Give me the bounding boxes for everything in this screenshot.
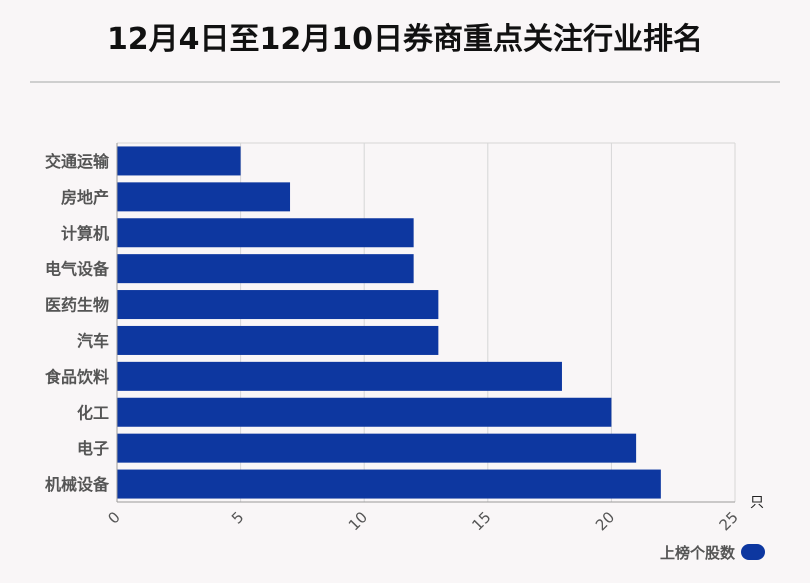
page-title: 12月4日至12月10日券商重点关注行业排名	[106, 22, 704, 57]
bar	[117, 433, 637, 463]
y-category-label: 计算机	[61, 224, 109, 243]
legend-swatch-icon	[741, 544, 766, 560]
x-tick-label: 5	[228, 508, 247, 527]
bar	[117, 146, 241, 176]
y-category-label: 化工	[77, 403, 109, 422]
x-tick-label: 20	[592, 508, 618, 534]
bar	[117, 397, 612, 427]
y-category-label: 食品饮料	[44, 367, 109, 386]
y-category-label: 电气设备	[45, 260, 110, 279]
x-tick-label: 25	[716, 508, 742, 534]
bar	[117, 254, 414, 284]
bar	[117, 182, 291, 212]
y-category-label: 医药生物	[45, 296, 109, 315]
x-tick-label: 0	[104, 508, 123, 527]
x-axis-unit-label: 只	[750, 495, 764, 511]
y-category-label: 交通运输	[45, 152, 110, 171]
legend-label: 上榜个股数	[660, 543, 736, 562]
x-tick-label: 15	[468, 508, 494, 534]
y-category-label: 房地产	[61, 188, 109, 207]
y-category-label: 汽车	[77, 331, 109, 350]
bar	[117, 218, 414, 248]
bar	[117, 469, 661, 499]
y-category-label: 电子	[77, 439, 109, 458]
bar	[117, 290, 439, 320]
y-category-label: 机械设备	[45, 475, 110, 494]
title-divider	[30, 81, 780, 83]
legend[interactable]: 上榜个股数	[660, 540, 766, 564]
x-tick-label: 10	[345, 508, 371, 534]
bar	[117, 325, 439, 355]
bar	[117, 361, 562, 391]
